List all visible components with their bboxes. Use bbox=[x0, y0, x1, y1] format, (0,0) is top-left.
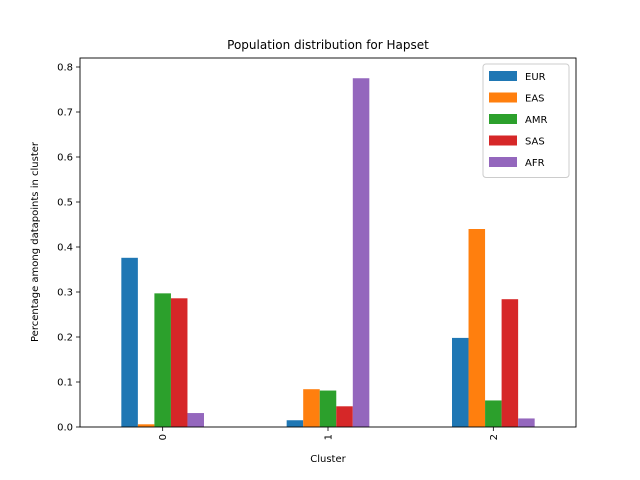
bar-eas-cluster-0 bbox=[137, 424, 155, 427]
y-tick-label: 0.4 bbox=[57, 243, 73, 254]
legend-swatch-eur bbox=[489, 71, 517, 81]
y-axis-label: Percentage among datapoints in cluster bbox=[30, 141, 41, 342]
bar-eur-cluster-2 bbox=[452, 337, 469, 427]
legend-label-eur: EUR bbox=[525, 72, 546, 83]
bar-sas-cluster-2 bbox=[501, 299, 519, 427]
y-tick-label: 0.0 bbox=[57, 423, 73, 434]
x-tick-label: 0 bbox=[158, 434, 169, 440]
y-tick-label: 0.8 bbox=[57, 63, 73, 74]
chart-title: Population distribution for Hapset bbox=[227, 38, 429, 52]
legend-swatch-afr bbox=[489, 157, 517, 167]
legend-label-sas: SAS bbox=[525, 137, 545, 148]
x-tick-label: 2 bbox=[489, 434, 500, 440]
bar-amr-cluster-2 bbox=[485, 400, 502, 427]
y-tick-label: 0.7 bbox=[57, 108, 73, 119]
bar-eas-cluster-2 bbox=[468, 229, 486, 427]
y-tick-label: 0.3 bbox=[57, 288, 73, 299]
legend-label-amr: AMR bbox=[525, 115, 547, 126]
y-tick-label: 0.2 bbox=[57, 333, 73, 344]
bar-eur-cluster-1 bbox=[286, 420, 304, 427]
bar-amr-cluster-1 bbox=[319, 390, 337, 427]
legend-swatch-sas bbox=[489, 135, 517, 146]
y-axis: 0.0 0.1 0.2 0.3 0.4 0.5 0.6 0.7 0.8 bbox=[57, 63, 80, 434]
bar-sas-cluster-0 bbox=[170, 298, 188, 427]
bar-eur-cluster-0 bbox=[121, 257, 138, 427]
x-axis: 0 1 2 bbox=[158, 427, 500, 440]
bar-afr-cluster-2 bbox=[518, 418, 535, 427]
x-tick-label: 1 bbox=[324, 434, 335, 440]
legend-label-afr: AFR bbox=[525, 158, 545, 169]
bar-sas-cluster-1 bbox=[336, 406, 353, 427]
y-tick-label: 0.1 bbox=[57, 378, 73, 389]
bar-afr-cluster-1 bbox=[352, 78, 370, 427]
legend-swatch-amr bbox=[489, 114, 517, 124]
y-tick-label: 0.6 bbox=[57, 153, 73, 164]
legend: EUR EAS AMR SAS AFR bbox=[482, 63, 570, 178]
legend-label-eas: EAS bbox=[525, 94, 545, 105]
bars-group bbox=[121, 78, 535, 427]
legend-box bbox=[482, 63, 570, 178]
bar-eas-cluster-1 bbox=[303, 389, 320, 427]
y-tick-label: 0.5 bbox=[57, 198, 73, 209]
bar-amr-cluster-0 bbox=[154, 293, 171, 427]
legend-swatch-eas bbox=[489, 92, 517, 103]
x-axis-label: Cluster bbox=[310, 454, 346, 465]
bar-afr-cluster-0 bbox=[187, 413, 204, 427]
